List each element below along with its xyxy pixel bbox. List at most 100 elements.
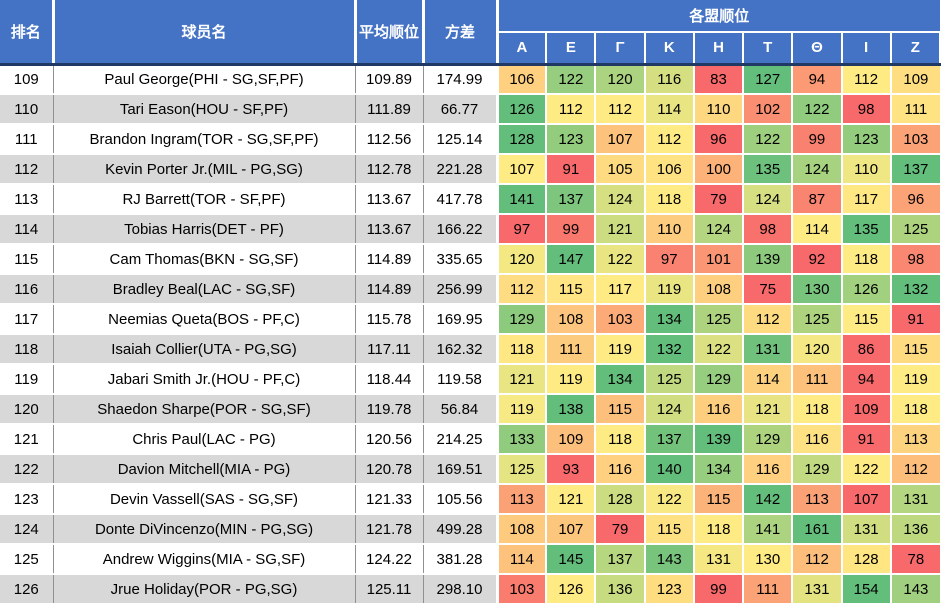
league-rank-cell[interactable]: 145	[546, 544, 597, 575]
league-rank-cell[interactable]: 117	[841, 184, 892, 215]
league-rank-cell[interactable]: 134	[644, 304, 695, 335]
league-rank-cell[interactable]: 135	[743, 154, 794, 185]
player-name-cell[interactable]: Tobias Harris(DET - PF)	[53, 214, 356, 245]
player-name-cell[interactable]: Tari Eason(HOU - SF,PF)	[53, 94, 356, 125]
rank-cell[interactable]: 121	[0, 424, 54, 455]
league-rank-cell[interactable]: 121	[743, 394, 794, 425]
rank-cell[interactable]: 122	[0, 454, 54, 485]
player-name-cell[interactable]: Chris Paul(LAC - PG)	[53, 424, 356, 455]
league-rank-cell[interactable]: 114	[644, 94, 695, 125]
variance-cell[interactable]: 256.99	[423, 274, 499, 305]
league-rank-cell[interactable]: 143	[890, 574, 940, 605]
league-rank-cell[interactable]: 127	[743, 64, 794, 95]
league-rank-cell[interactable]: 124	[792, 154, 843, 185]
league-rank-cell[interactable]: 111	[890, 94, 940, 125]
league-rank-cell[interactable]: 110	[841, 154, 892, 185]
league-rank-cell[interactable]: 154	[841, 574, 892, 605]
player-name-cell[interactable]: Brandon Ingram(TOR - SG,SF,PF)	[53, 124, 356, 155]
league-rank-cell[interactable]: 111	[792, 364, 843, 395]
league-rank-cell[interactable]: 93	[546, 454, 597, 485]
player-name-cell[interactable]: Isaiah Collier(UTA - PG,SG)	[53, 334, 356, 365]
league-rank-cell[interactable]: 112	[595, 94, 646, 125]
header-league-kappa[interactable]: Κ	[644, 31, 695, 66]
variance-cell[interactable]: 381.28	[423, 544, 499, 575]
player-name-cell[interactable]: Donte DiVincenzo(MIN - PG,SG)	[53, 514, 356, 545]
league-rank-cell[interactable]: 99	[546, 214, 597, 245]
league-rank-cell[interactable]: 108	[546, 304, 597, 335]
variance-cell[interactable]: 335.65	[423, 244, 499, 275]
league-rank-cell[interactable]: 125	[644, 364, 695, 395]
variance-cell[interactable]: 162.32	[423, 334, 499, 365]
rank-cell[interactable]: 125	[0, 544, 54, 575]
league-rank-cell[interactable]: 112	[546, 94, 597, 125]
rank-cell[interactable]: 116	[0, 274, 54, 305]
league-rank-cell[interactable]: 139	[693, 424, 745, 455]
player-name-cell[interactable]: Andrew Wiggins(MIA - SG,SF)	[53, 544, 356, 575]
league-rank-cell[interactable]: 129	[743, 424, 794, 455]
header-league-gamma[interactable]: Γ	[595, 31, 646, 66]
league-rank-cell[interactable]: 136	[890, 514, 940, 545]
league-rank-cell[interactable]: 143	[644, 544, 695, 575]
league-rank-cell[interactable]: 112	[792, 544, 843, 575]
league-rank-cell[interactable]: 91	[841, 424, 892, 455]
league-rank-cell[interactable]: 101	[693, 244, 745, 275]
league-rank-cell[interactable]: 126	[546, 574, 597, 605]
league-rank-cell[interactable]: 134	[595, 364, 646, 395]
league-rank-cell[interactable]: 134	[693, 454, 745, 485]
league-rank-cell[interactable]: 106	[497, 64, 548, 95]
league-rank-cell[interactable]: 116	[743, 454, 794, 485]
league-rank-cell[interactable]: 110	[693, 94, 745, 125]
avg-rank-cell[interactable]: 117.11	[355, 334, 424, 365]
league-rank-cell[interactable]: 111	[743, 574, 794, 605]
league-rank-cell[interactable]: 112	[841, 64, 892, 95]
league-rank-cell[interactable]: 115	[841, 304, 892, 335]
variance-cell[interactable]: 169.51	[423, 454, 499, 485]
league-rank-cell[interactable]: 92	[792, 244, 843, 275]
variance-cell[interactable]: 105.56	[423, 484, 499, 515]
player-name-cell[interactable]: Paul George(PHI - SG,SF,PF)	[53, 64, 356, 95]
league-rank-cell[interactable]: 116	[693, 394, 745, 425]
league-rank-cell[interactable]: 130	[792, 274, 843, 305]
league-rank-cell[interactable]: 125	[792, 304, 843, 335]
league-rank-cell[interactable]: 117	[595, 274, 646, 305]
rank-cell[interactable]: 112	[0, 154, 54, 185]
player-name-cell[interactable]: Cam Thomas(BKN - SG,SF)	[53, 244, 356, 275]
league-rank-cell[interactable]: 135	[841, 214, 892, 245]
variance-cell[interactable]: 221.28	[423, 154, 499, 185]
league-rank-cell[interactable]: 122	[792, 94, 843, 125]
league-rank-cell[interactable]: 115	[644, 514, 695, 545]
league-rank-cell[interactable]: 124	[595, 184, 646, 215]
league-rank-cell[interactable]: 107	[546, 514, 597, 545]
rank-cell[interactable]: 113	[0, 184, 54, 215]
league-rank-cell[interactable]: 140	[644, 454, 695, 485]
league-rank-cell[interactable]: 129	[693, 364, 745, 395]
league-rank-cell[interactable]: 121	[546, 484, 597, 515]
league-rank-cell[interactable]: 118	[693, 514, 745, 545]
avg-rank-cell[interactable]: 115.78	[355, 304, 424, 335]
variance-cell[interactable]: 214.25	[423, 424, 499, 455]
league-rank-cell[interactable]: 105	[595, 154, 646, 185]
header-league-tau[interactable]: Τ	[743, 31, 794, 66]
player-name-cell[interactable]: Kevin Porter Jr.(MIL - PG,SG)	[53, 154, 356, 185]
variance-cell[interactable]: 174.99	[423, 64, 499, 95]
rank-cell[interactable]: 120	[0, 394, 54, 425]
league-rank-cell[interactable]: 91	[890, 304, 940, 335]
league-rank-cell[interactable]: 125	[890, 214, 940, 245]
league-rank-cell[interactable]: 119	[497, 394, 548, 425]
league-rank-cell[interactable]: 136	[595, 574, 646, 605]
rank-cell[interactable]: 111	[0, 124, 54, 155]
league-rank-cell[interactable]: 119	[644, 274, 695, 305]
league-rank-cell[interactable]: 120	[792, 334, 843, 365]
avg-rank-cell[interactable]: 120.78	[355, 454, 424, 485]
league-rank-cell[interactable]: 161	[792, 514, 843, 545]
header-variance[interactable]: 方差	[423, 0, 499, 66]
league-rank-cell[interactable]: 115	[546, 274, 597, 305]
league-rank-cell[interactable]: 122	[644, 484, 695, 515]
rank-cell[interactable]: 109	[0, 64, 54, 95]
avg-rank-cell[interactable]: 109.89	[355, 64, 424, 95]
league-rank-cell[interactable]: 119	[546, 364, 597, 395]
league-rank-cell[interactable]: 114	[497, 544, 548, 575]
league-rank-cell[interactable]: 124	[693, 214, 745, 245]
player-name-cell[interactable]: Jrue Holiday(POR - PG,SG)	[53, 574, 356, 605]
league-rank-cell[interactable]: 137	[546, 184, 597, 215]
